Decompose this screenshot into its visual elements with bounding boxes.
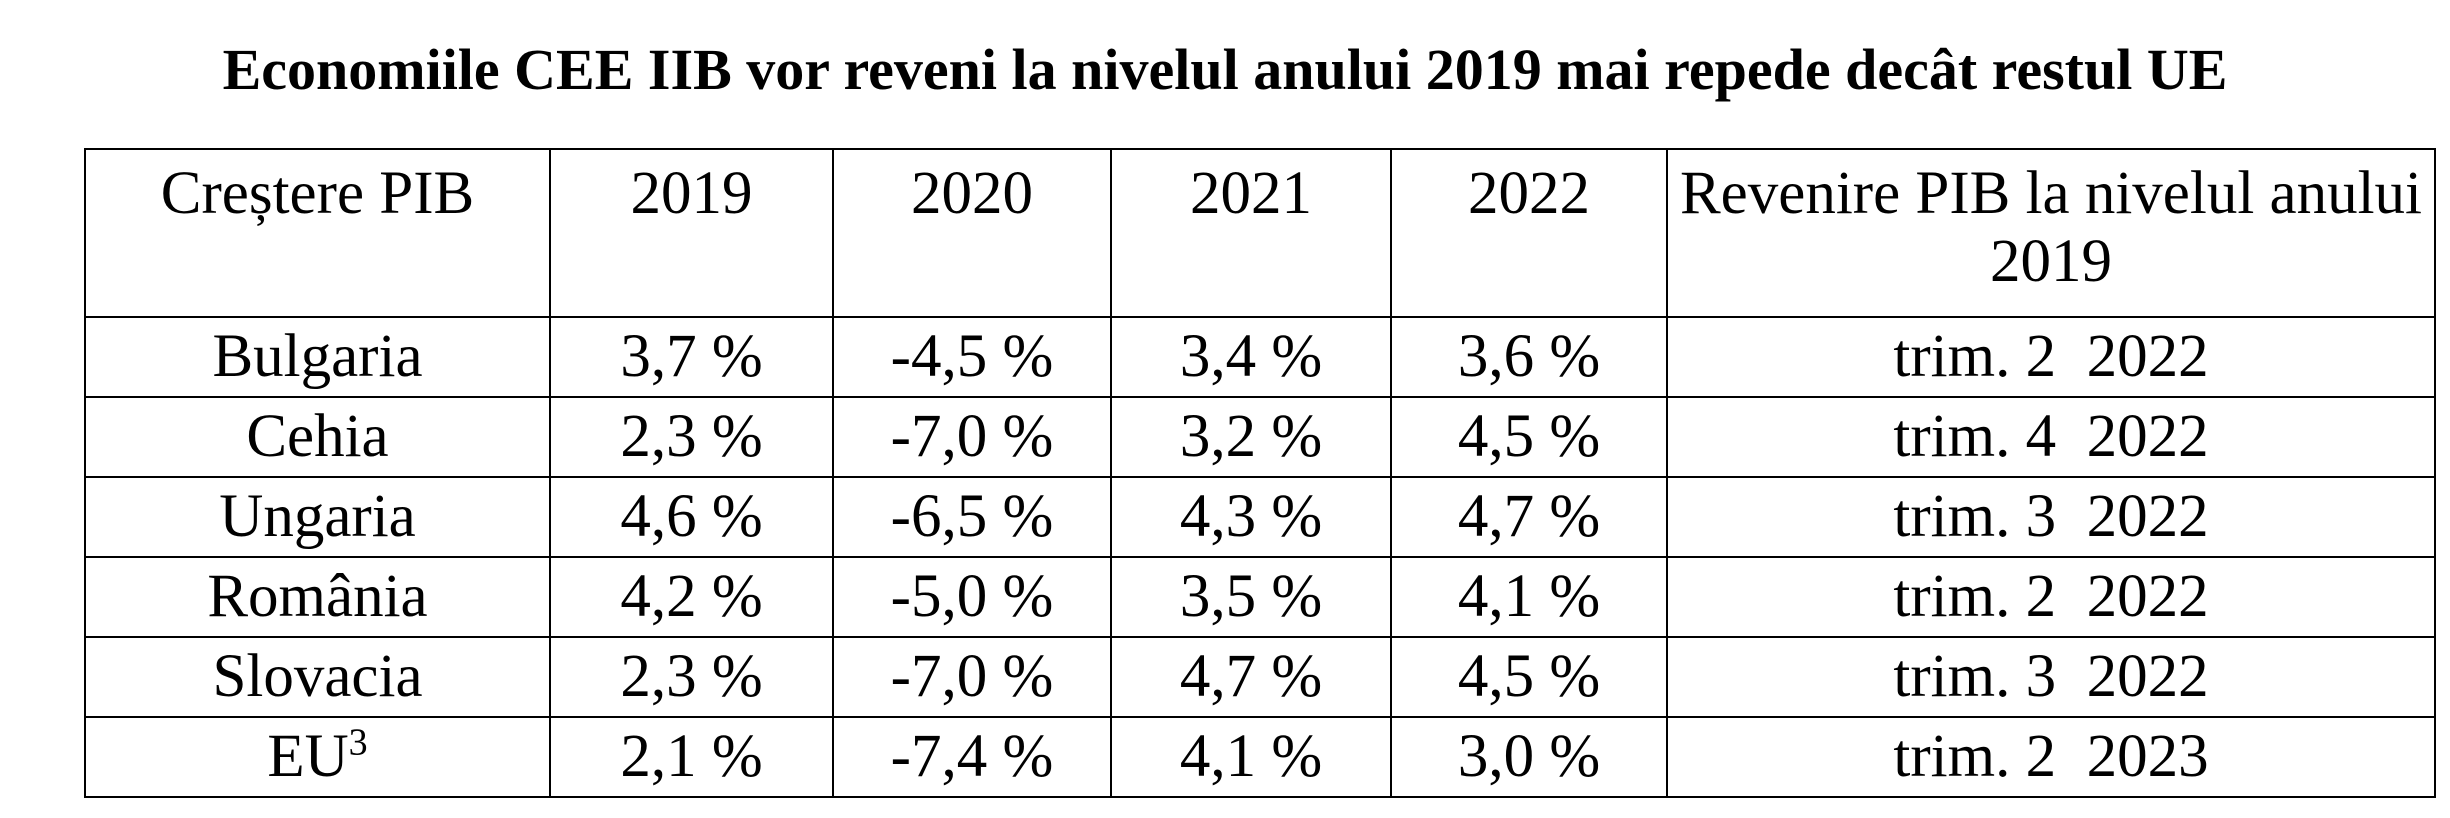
growth-2020-cell: -6,5 % <box>832 476 1112 558</box>
country-cell: Slovacia <box>84 636 551 718</box>
growth-2019-cell: 2,1 % <box>549 716 834 798</box>
table-header-row: Creștere PIB 2019 2020 2021 2022 Revenir… <box>84 148 2436 318</box>
table-row: Bulgaria 3,7 % -4,5 % 3,4 % 3,6 % trim. … <box>84 316 2436 398</box>
table-row: Ungaria 4,6 % -6,5 % 4,3 % 4,7 % trim. 3… <box>84 476 2436 558</box>
growth-2020-cell: -4,5 % <box>832 316 1112 398</box>
growth-2021-cell: 4,7 % <box>1110 636 1392 718</box>
table-row: Cehia 2,3 % -7,0 % 3,2 % 4,5 % trim. 4 2… <box>84 396 2436 478</box>
country-name: România <box>207 563 428 630</box>
growth-2020-cell: -7,0 % <box>832 636 1112 718</box>
growth-2022-cell: 4,7 % <box>1390 476 1668 558</box>
country-name: Slovacia <box>212 643 423 710</box>
country-name: Cehia <box>246 403 389 470</box>
growth-2021-cell: 3,4 % <box>1110 316 1392 398</box>
recovery-cell: trim. 2 2022 <box>1666 316 2436 398</box>
footnote-marker: 3 <box>348 721 368 764</box>
column-header-2019: 2019 <box>549 148 834 318</box>
growth-2019-cell: 3,7 % <box>549 316 834 398</box>
growth-2021-cell: 3,2 % <box>1110 396 1392 478</box>
growth-2020-cell: -7,0 % <box>832 396 1112 478</box>
country-cell: Ungaria <box>84 476 551 558</box>
country-cell: EU3 <box>84 716 551 798</box>
growth-2019-cell: 2,3 % <box>549 636 834 718</box>
growth-2022-cell: 4,5 % <box>1390 636 1668 718</box>
column-header-2020: 2020 <box>832 148 1112 318</box>
recovery-cell: trim. 3 2022 <box>1666 636 2436 718</box>
column-header-2021: 2021 <box>1110 148 1392 318</box>
recovery-quarter: trim. 4 2022 <box>1893 403 2209 470</box>
growth-2020-cell: -5,0 % <box>832 556 1112 638</box>
growth-2022-cell: 3,0 % <box>1390 716 1668 798</box>
growth-2021-cell: 4,1 % <box>1110 716 1392 798</box>
recovery-cell: trim. 4 2022 <box>1666 396 2436 478</box>
column-header-2022: 2022 <box>1390 148 1668 318</box>
growth-2022-cell: 3,6 % <box>1390 316 1668 398</box>
column-header-gdp-growth: Creștere PIB <box>84 148 551 318</box>
country-cell: Cehia <box>84 396 551 478</box>
table-row: România 4,2 % -5,0 % 3,5 % 4,1 % trim. 2… <box>84 556 2436 638</box>
growth-2019-cell: 4,6 % <box>549 476 834 558</box>
growth-2019-cell: 4,2 % <box>549 556 834 638</box>
recovery-quarter: trim. 3 2022 <box>1893 483 2209 550</box>
country-name: Bulgaria <box>212 323 423 390</box>
growth-2021-cell: 3,5 % <box>1110 556 1392 638</box>
recovery-cell: trim. 3 2022 <box>1666 476 2436 558</box>
recovery-quarter: trim. 2 2022 <box>1893 563 2209 630</box>
country-name: EU <box>267 723 349 790</box>
table-row: Slovacia 2,3 % -7,0 % 4,7 % 4,5 % trim. … <box>84 636 2436 718</box>
growth-2020-cell: -7,4 % <box>832 716 1112 798</box>
country-cell: Bulgaria <box>84 316 551 398</box>
recovery-cell: trim. 2 2022 <box>1666 556 2436 638</box>
gdp-growth-table: Creștere PIB 2019 2020 2021 2022 Revenir… <box>84 148 2436 798</box>
recovery-quarter: trim. 3 2022 <box>1893 643 2209 710</box>
table-row: EU3 2,1 % -7,4 % 4,1 % 3,0 % trim. 2 202… <box>84 716 2436 798</box>
growth-2022-cell: 4,1 % <box>1390 556 1668 638</box>
growth-2022-cell: 4,5 % <box>1390 396 1668 478</box>
growth-2021-cell: 4,3 % <box>1110 476 1392 558</box>
table-title: Economiile CEE IIB vor reveni la nivelul… <box>222 37 2228 102</box>
country-cell: România <box>84 556 551 638</box>
recovery-cell: trim. 2 2023 <box>1666 716 2436 798</box>
growth-2019-cell: 2,3 % <box>549 396 834 478</box>
country-name: Ungaria <box>219 483 416 550</box>
recovery-quarter: trim. 2 2022 <box>1893 323 2209 390</box>
column-header-recovery: Revenire PIB la nivelul anului 2019 <box>1666 148 2436 318</box>
recovery-quarter: trim. 2 2023 <box>1893 723 2209 790</box>
